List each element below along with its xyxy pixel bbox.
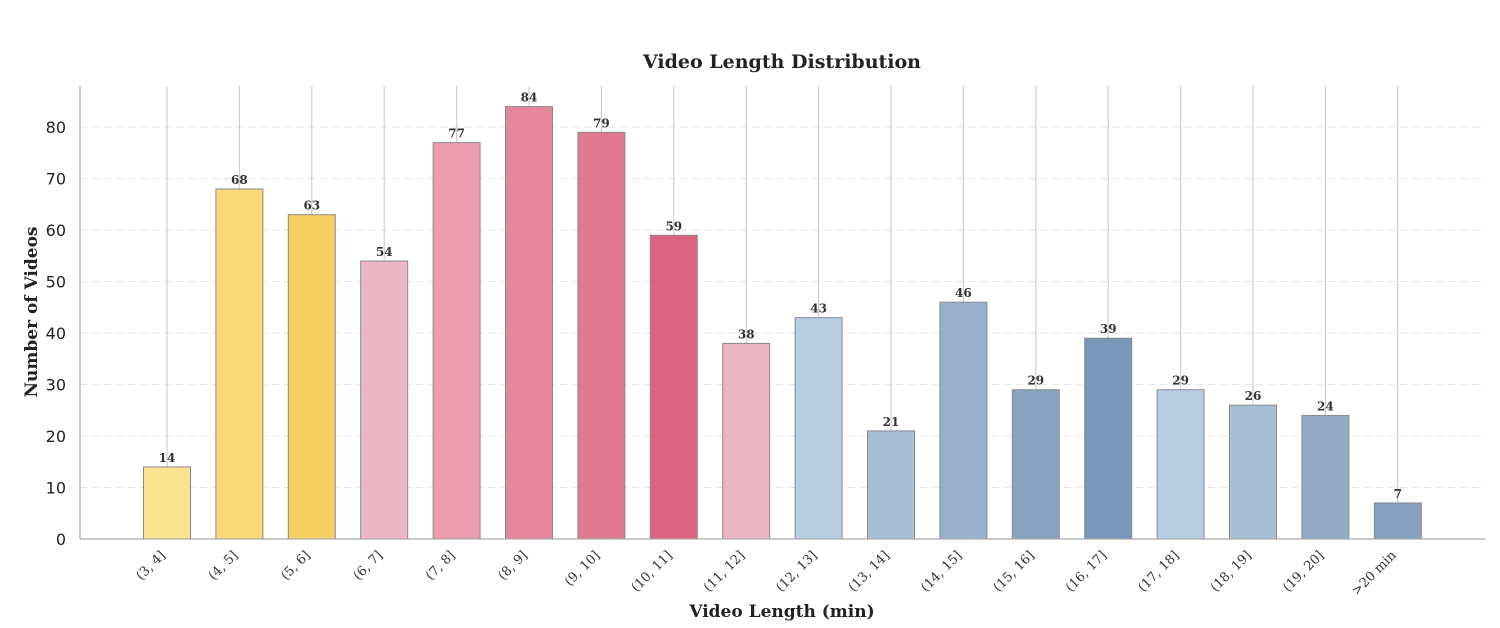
y-tick-label: 40 bbox=[46, 324, 66, 343]
y-tick-label: 20 bbox=[46, 427, 66, 446]
bar bbox=[287, 214, 336, 540]
bar bbox=[360, 260, 409, 540]
bar bbox=[794, 317, 843, 540]
bar bbox=[939, 301, 988, 540]
x-tick-label: (17, 18] bbox=[1135, 548, 1182, 595]
data-label: 29 bbox=[1172, 374, 1189, 388]
bar bbox=[505, 106, 553, 540]
data-label: 68 bbox=[231, 173, 248, 187]
y-tick-label: 30 bbox=[46, 376, 66, 395]
y-tick-labels: 0 10 20 30 40 50 60 70 80 bbox=[46, 118, 66, 549]
data-label: 14 bbox=[159, 451, 176, 465]
x-tick-labels: (3, 4] (4, 5] (5, 6] (6, 7] (7, 8] (8, 9] (9, … bbox=[134, 548, 1401, 599]
bar bbox=[1373, 502, 1422, 540]
bar bbox=[143, 466, 191, 540]
bar bbox=[432, 142, 481, 540]
bars bbox=[143, 106, 1422, 540]
bar bbox=[722, 342, 771, 540]
x-tick-label: (4, 5] bbox=[206, 548, 241, 583]
bar bbox=[1301, 414, 1350, 540]
y-tick-label: 70 bbox=[46, 170, 66, 189]
x-tick-label: >20 min bbox=[1349, 548, 1400, 599]
x-axis-label: Video Length (min) bbox=[688, 602, 874, 622]
data-label: 39 bbox=[1100, 322, 1117, 336]
bar bbox=[1084, 337, 1133, 540]
bar bbox=[1229, 404, 1277, 540]
x-tick-label: (11, 12] bbox=[701, 548, 748, 595]
data-label: 77 bbox=[448, 127, 465, 141]
x-tick-label: (9, 10] bbox=[562, 548, 603, 589]
bar-stems bbox=[166, 86, 1399, 539]
bar bbox=[1156, 389, 1205, 540]
x-tick-label: (13, 14] bbox=[846, 548, 893, 595]
y-axis-label: Number of Videos bbox=[22, 227, 42, 398]
x-tick-label: (19, 20] bbox=[1280, 548, 1327, 595]
x-tick-label: (15, 16] bbox=[991, 548, 1038, 595]
y-tick-label: 50 bbox=[46, 273, 66, 292]
x-tick-label: (18, 19] bbox=[1208, 548, 1255, 595]
bar bbox=[867, 430, 915, 540]
y-tick-label: 0 bbox=[56, 530, 66, 549]
data-label: 29 bbox=[1027, 374, 1044, 388]
data-label: 43 bbox=[810, 302, 827, 316]
x-tick-label: (5, 6] bbox=[278, 548, 313, 583]
x-tick-label: (3, 4] bbox=[134, 548, 169, 583]
data-label: 24 bbox=[1317, 399, 1334, 413]
y-tick-label: 60 bbox=[46, 221, 66, 240]
x-tick-label: (12, 13] bbox=[773, 548, 820, 595]
x-tick-label: (14, 15] bbox=[918, 548, 965, 595]
x-tick-label: (8, 9] bbox=[496, 548, 531, 583]
bar bbox=[577, 131, 626, 540]
axes bbox=[79, 86, 1485, 540]
data-label: 63 bbox=[303, 199, 320, 213]
data-label: 21 bbox=[883, 415, 900, 429]
x-tick-label: (6, 7] bbox=[351, 548, 386, 583]
y-tick-label: 10 bbox=[46, 479, 66, 498]
data-labels: 14 68 63 54 77 84 79 59 38 43 21 46 29 39 29 26 24 7 bbox=[159, 91, 1402, 501]
x-tick-label: (10, 11] bbox=[629, 548, 676, 595]
data-label: 79 bbox=[593, 116, 610, 130]
bar bbox=[649, 234, 698, 540]
data-label: 38 bbox=[738, 327, 755, 341]
bar bbox=[215, 188, 264, 540]
data-label: 26 bbox=[1245, 389, 1262, 403]
chart-title: Video Length Distribution bbox=[642, 51, 921, 73]
x-tick-label: (7, 8] bbox=[423, 548, 458, 583]
data-label: 54 bbox=[376, 245, 393, 259]
x-tick-label: (16, 17] bbox=[1063, 548, 1110, 595]
data-label: 84 bbox=[521, 91, 538, 105]
data-label: 59 bbox=[665, 219, 682, 233]
data-label: 7 bbox=[1394, 487, 1402, 501]
y-tick-label: 80 bbox=[46, 118, 66, 137]
bar bbox=[1011, 389, 1060, 540]
data-label: 46 bbox=[955, 286, 972, 300]
